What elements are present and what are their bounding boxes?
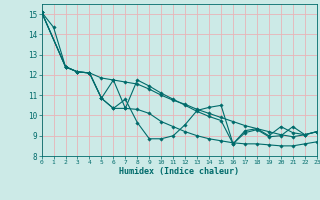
X-axis label: Humidex (Indice chaleur): Humidex (Indice chaleur) [119, 167, 239, 176]
